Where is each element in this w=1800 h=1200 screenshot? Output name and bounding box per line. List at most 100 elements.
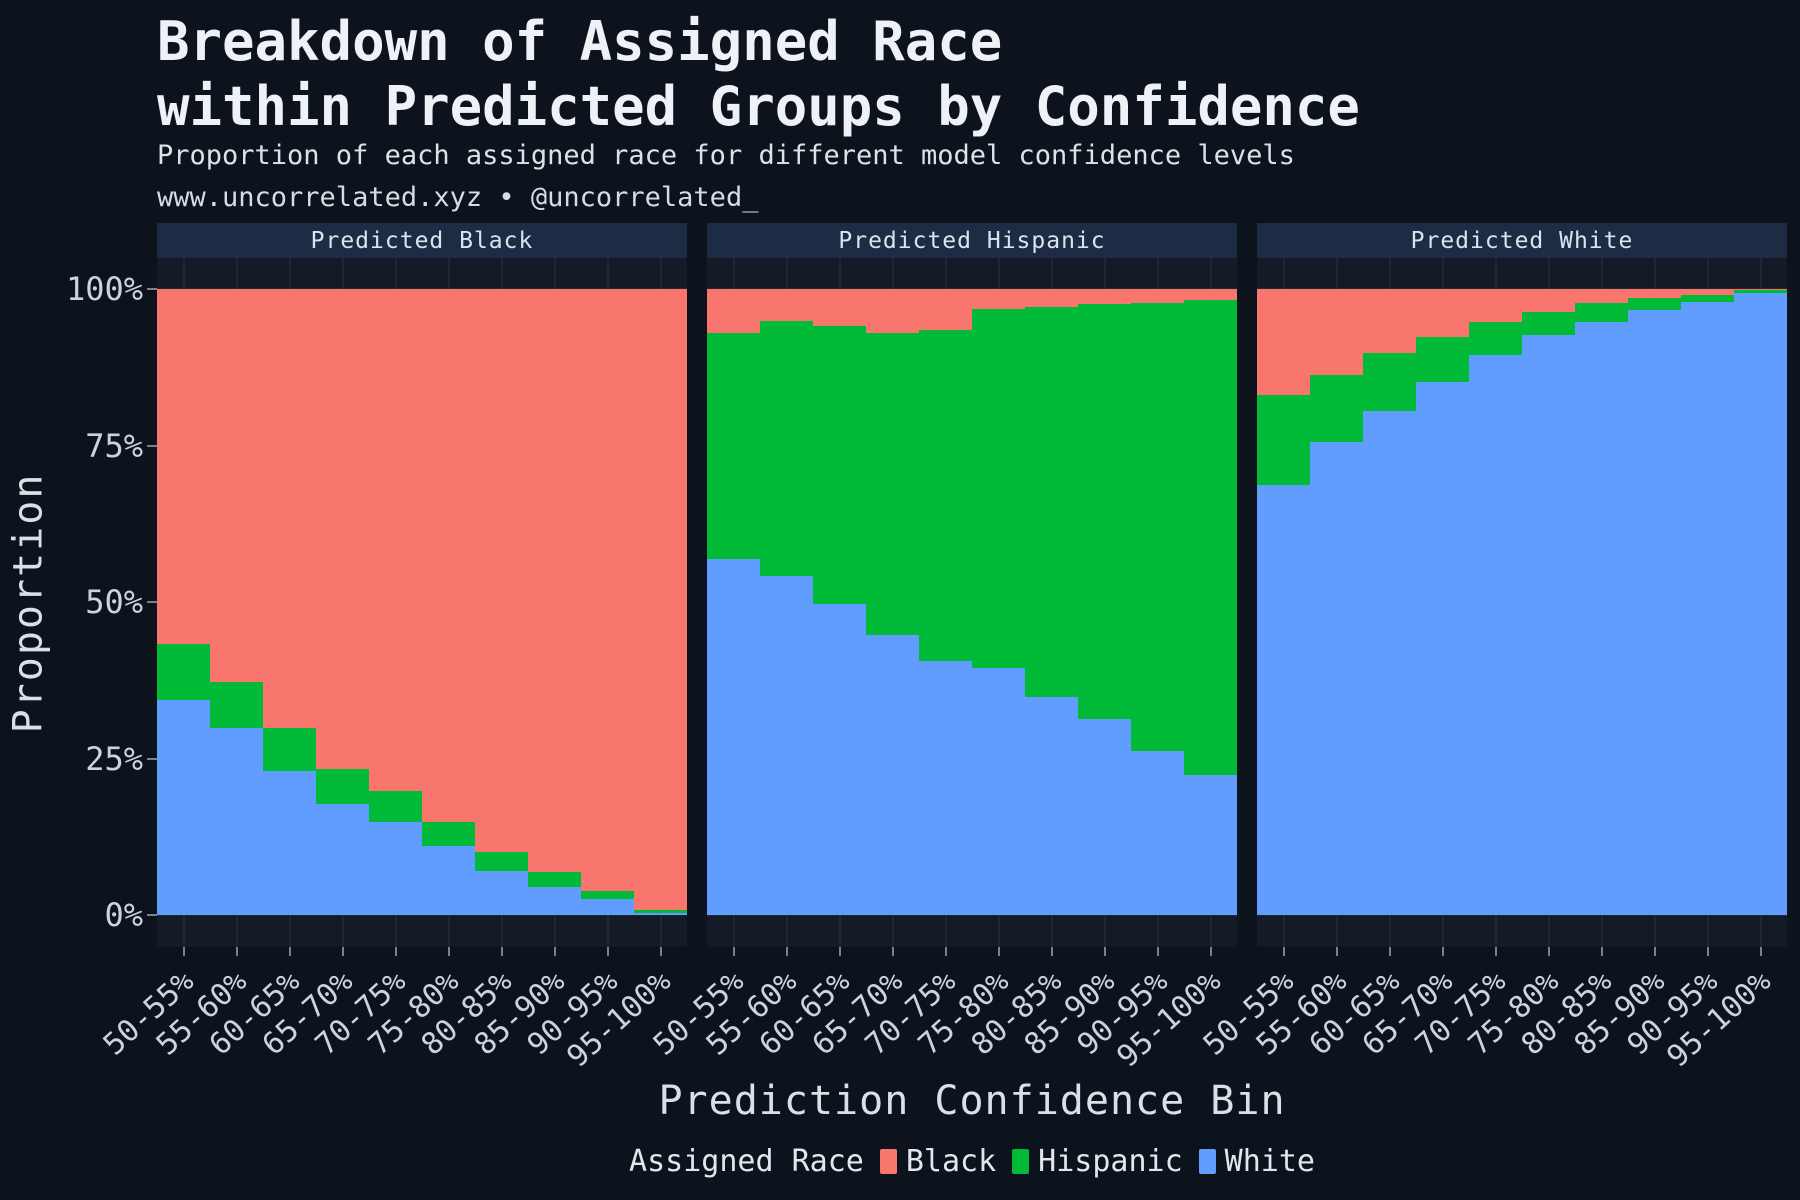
bars-area	[1257, 289, 1787, 915]
bar-segment-white	[919, 661, 972, 915]
stacked-bar-65-70%	[316, 289, 369, 915]
x-tick-mark	[785, 947, 788, 956]
stacked-bar-90-95%	[581, 289, 634, 915]
stacked-bar-95-100%	[1734, 289, 1787, 915]
stacked-bar-85-90%	[1628, 289, 1681, 915]
legend-item-hispanic: Hispanic	[1012, 1144, 1183, 1179]
x-tick-mark	[891, 947, 894, 956]
stacked-bar-75-80%	[422, 289, 475, 915]
bar-segment-black	[369, 289, 422, 792]
bar-segment-white	[1025, 697, 1078, 915]
bar-segment-hispanic	[1575, 302, 1628, 322]
bar-segment-white	[1131, 750, 1184, 915]
x-tick-mark	[606, 947, 609, 956]
bar-segment-black	[1628, 289, 1681, 298]
bar-segment-white	[1078, 719, 1131, 915]
chart-title: Breakdown of Assigned Race within Predict…	[157, 10, 1360, 140]
legend-item-black: Black	[879, 1144, 997, 1179]
x-tick-mark	[1759, 947, 1762, 956]
bars-area	[707, 289, 1237, 915]
x-tick-mark	[394, 947, 397, 956]
h-gridline	[157, 914, 687, 916]
bar-segment-black	[581, 289, 634, 892]
stacked-bar-75-80%	[972, 289, 1025, 915]
bar-segment-black	[919, 289, 972, 330]
bar-segment-black	[475, 289, 528, 853]
bar-segment-hispanic	[1681, 295, 1734, 303]
facet-strip-predicted-white: Predicted White	[1257, 223, 1787, 258]
bar-segment-white	[1310, 441, 1363, 915]
bar-segment-hispanic	[263, 728, 316, 771]
bar-segment-black	[707, 289, 760, 333]
x-tick-mark	[553, 947, 556, 956]
x-tick-mark	[1103, 947, 1106, 956]
bar-segment-black	[634, 289, 687, 910]
bar-segment-white	[422, 845, 475, 915]
facet-strip-label: Predicted Hispanic	[838, 227, 1106, 254]
bar-segment-black	[1131, 289, 1184, 303]
h-gridline	[1257, 914, 1787, 916]
x-tick-mark	[1600, 947, 1603, 956]
stacked-bar-95-100%	[634, 289, 687, 915]
y-tick-label: 50%	[85, 583, 143, 621]
bar-segment-black	[1575, 289, 1628, 303]
stacked-bar-50-55%	[1257, 289, 1310, 915]
x-tick-mark	[447, 947, 450, 956]
x-tick-mark	[1441, 947, 1444, 956]
bar-segment-hispanic	[634, 909, 687, 914]
x-tick-mark	[1335, 947, 1338, 956]
bar-segment-black	[263, 289, 316, 729]
bar-segment-white	[581, 899, 634, 915]
bar-segment-hispanic	[813, 325, 866, 604]
stacked-bar-70-75%	[919, 289, 972, 915]
bar-segment-hispanic	[1416, 336, 1469, 382]
bar-segment-hispanic	[972, 309, 1025, 668]
source-attribution: www.uncorrelated.xyz • @uncorrelated_	[157, 182, 759, 213]
bar-segment-black	[760, 289, 813, 321]
y-tick-label: 100%	[65, 270, 143, 308]
bar-segment-black	[316, 289, 369, 770]
bar-segment-white	[1416, 381, 1469, 915]
bar-segment-black	[1469, 289, 1522, 322]
bar-segment-white	[866, 634, 919, 915]
x-tick-mark	[997, 947, 1000, 956]
stacked-bar-85-90%	[1078, 289, 1131, 915]
legend-title: Assigned Race	[629, 1144, 864, 1179]
bar-segment-hispanic	[422, 822, 475, 846]
bar-segment-white	[1681, 302, 1734, 915]
bar-segment-hispanic	[1078, 304, 1131, 720]
x-tick-mark	[1494, 947, 1497, 956]
x-tick-mark	[659, 947, 662, 956]
stacked-bar-95-100%	[1184, 289, 1237, 915]
bar-segment-black	[210, 289, 263, 682]
legend-label: White	[1224, 1144, 1315, 1179]
h-gridline	[157, 287, 687, 290]
x-axis-title: Prediction Confidence Bin	[658, 1078, 1286, 1124]
h-gridline	[1257, 287, 1787, 290]
bar-segment-black	[1416, 289, 1469, 337]
bar-segment-hispanic	[475, 852, 528, 871]
bar-segment-black	[1522, 289, 1575, 313]
bar-segment-hispanic	[919, 329, 972, 662]
bar-segment-hispanic	[1257, 395, 1310, 485]
bar-segment-white	[263, 771, 316, 915]
bar-segment-black	[157, 289, 210, 644]
chart-panel	[157, 258, 687, 947]
bar-segment-white	[210, 728, 263, 915]
bar-segment-white	[157, 700, 210, 915]
legend-label: Black	[905, 1144, 997, 1179]
bar-segment-hispanic	[1469, 321, 1522, 356]
bar-segment-white	[972, 667, 1025, 915]
x-tick-mark	[500, 947, 503, 956]
x-tick-mark	[1547, 947, 1550, 956]
stacked-bar-65-70%	[1416, 289, 1469, 915]
legend-label: Hispanic	[1038, 1144, 1183, 1179]
bar-segment-hispanic	[1310, 374, 1363, 442]
x-tick-mark	[1050, 947, 1053, 956]
facet-strip-label: Predicted Black	[310, 227, 534, 254]
bars-area	[157, 289, 687, 915]
bar-segment-black	[813, 289, 866, 326]
x-tick-mark	[732, 947, 735, 956]
facet-strip-label: Predicted White	[1410, 227, 1634, 254]
stacked-bar-60-65%	[1363, 289, 1416, 915]
